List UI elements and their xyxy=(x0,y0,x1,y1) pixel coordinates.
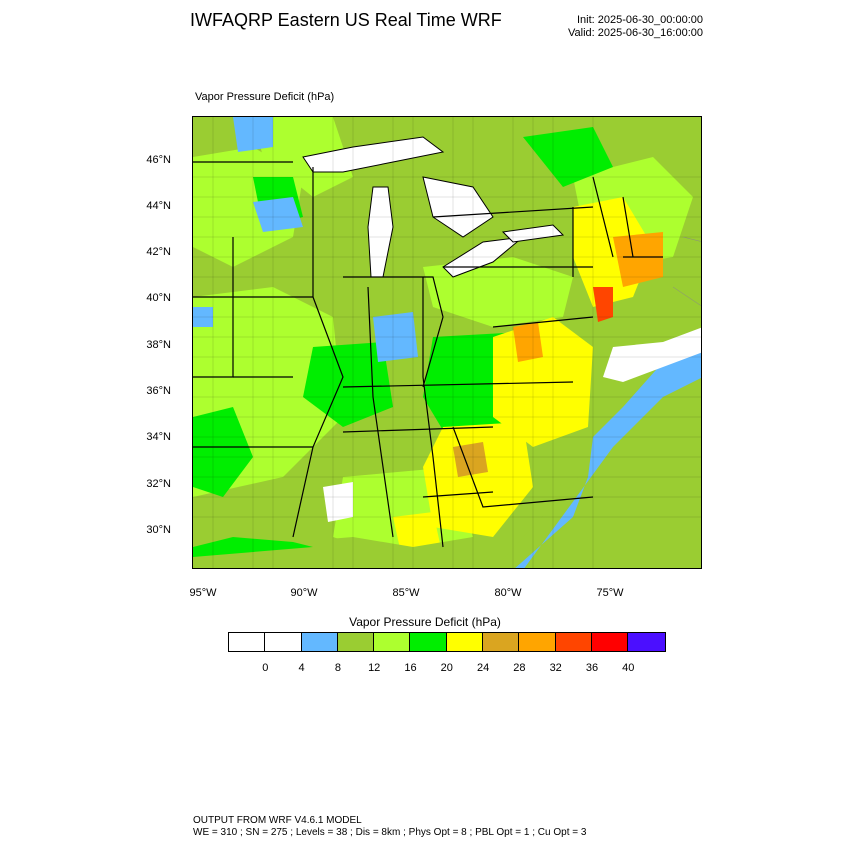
colorbar-tick-label: 32 xyxy=(549,662,562,674)
vpd-region xyxy=(193,407,253,497)
lat-label: 32°N xyxy=(146,478,171,490)
colorbar-tick-label: 24 xyxy=(476,662,490,674)
footer-line: OUTPUT FROM WRF V4.6.1 MODEL xyxy=(193,815,362,826)
vpd-region xyxy=(453,442,488,477)
colorbar-tick-label: 4 xyxy=(298,662,305,674)
vpd-region xyxy=(523,127,613,187)
lat-label: 44°N xyxy=(146,200,171,212)
lat-label: 34°N xyxy=(146,431,171,443)
colorbar-title: Vapor Pressure Deficit (hPa) xyxy=(349,615,501,629)
colorbar-swatch xyxy=(229,633,266,651)
state-borders xyxy=(193,161,663,548)
footer-line: WE = 310 ; SN = 275 ; Levels = 38 ; Dis … xyxy=(193,827,587,838)
colorbar-tick-label: 36 xyxy=(585,662,599,674)
colorbar-tick-label: 20 xyxy=(440,662,453,674)
lon-label: 85°W xyxy=(392,587,420,599)
vpd-region xyxy=(423,422,533,537)
lon-label: 75°W xyxy=(596,587,624,599)
colorbar-tick-label: 40 xyxy=(622,662,635,674)
graticule xyxy=(672,236,701,306)
vpd-region xyxy=(253,197,303,232)
lat-label: 42°N xyxy=(146,246,171,258)
lon-label: 95°W xyxy=(189,587,217,599)
lake-huron xyxy=(422,176,494,238)
colorbar-swatch xyxy=(555,633,592,651)
county-lines xyxy=(193,117,701,568)
colorbar xyxy=(228,632,666,652)
vpd-region xyxy=(323,482,353,522)
vpd-region xyxy=(233,117,273,152)
vpd-region xyxy=(613,232,663,287)
colorbar-swatch xyxy=(410,633,447,651)
field-label: Vapor Pressure Deficit (hPa) xyxy=(195,91,335,103)
colorbar-swatch xyxy=(591,633,629,651)
vpd-region xyxy=(593,287,613,322)
lon-label: 90°W xyxy=(290,587,318,599)
colorbar-swatch xyxy=(483,633,520,651)
map-canvas xyxy=(193,117,701,568)
valid-time: Valid: 2025-06-30_16:00:00 xyxy=(568,27,703,39)
ocean-white-band xyxy=(603,327,701,382)
vpd-region xyxy=(513,322,543,362)
colorbar-swatch xyxy=(628,633,665,651)
colorbar-swatch xyxy=(519,633,556,651)
lat-label: 30°N xyxy=(146,524,171,536)
lake-superior xyxy=(302,136,445,173)
vpd-region xyxy=(303,342,393,427)
colorbar-tick-label: 8 xyxy=(334,662,341,674)
footer: OUTPUT FROM WRF V4.6.1 MODEL WE = 310 ; … xyxy=(193,815,586,839)
vpd-region xyxy=(373,312,418,362)
colorbar-tick-label: 16 xyxy=(404,662,417,674)
lat-label: 46°N xyxy=(146,154,171,166)
lat-label: 36°N xyxy=(146,385,171,397)
time-info: Init: 2025-06-30_00:00:00 Valid: 2025-06… xyxy=(568,14,703,40)
colorbar-swatch xyxy=(337,633,375,651)
colorbar-swatch xyxy=(446,633,484,651)
colorbar-tick-label: 0 xyxy=(262,662,269,674)
gulf-region xyxy=(193,537,313,557)
colorbar-tick-label: 28 xyxy=(513,662,526,674)
lat-label: 40°N xyxy=(146,292,171,304)
ocean-blue-band xyxy=(515,347,701,568)
colorbar-swatch xyxy=(301,633,338,651)
init-time: Init: 2025-06-30_00:00:00 xyxy=(577,14,703,26)
colorbar-swatch xyxy=(265,633,302,651)
lat-label: 38°N xyxy=(146,339,171,351)
chart-title: IWFAQRP Eastern US Real Time WRF xyxy=(190,10,502,30)
map-panel xyxy=(192,116,702,569)
vpd-region xyxy=(193,307,213,327)
lake-ontario xyxy=(501,224,565,243)
lon-label: 80°W xyxy=(494,587,522,599)
colorbar-swatch xyxy=(374,633,411,651)
colorbar-tick-label: 12 xyxy=(368,662,381,674)
